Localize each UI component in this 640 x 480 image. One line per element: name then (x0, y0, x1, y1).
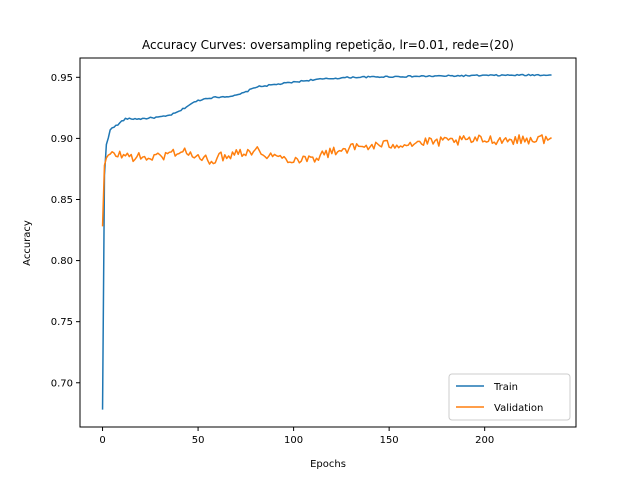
axes-frame (79, 57, 577, 428)
y-tick-label: 0.75 (51, 317, 73, 328)
legend: Train Validation (448, 373, 571, 421)
y-tick-label: 0.80 (51, 256, 73, 267)
series-line-validation (101, 134, 552, 227)
y-axis-label: Accuracy (22, 220, 33, 266)
y-tick-label: 0.70 (51, 378, 73, 389)
x-tick-label: 100 (284, 435, 303, 446)
y-tick-label: 0.95 (51, 73, 73, 84)
x-tick-label: 200 (475, 435, 494, 446)
series-line-train (101, 73, 552, 410)
x-tick-label: 0 (99, 435, 105, 446)
x-tick-label: 150 (380, 435, 399, 446)
x-axis-label: Epochs (310, 459, 346, 470)
y-tick-label: 0.90 (51, 134, 73, 145)
ticks-layer: 0 50 100 150 200 0.70 0.75 0.80 0.85 0.90 0.95 (51, 73, 494, 446)
legend-label-train: Train (493, 382, 518, 393)
chart-title: Accuracy Curves: oversampling repetição,… (142, 38, 514, 52)
x-tick-label: 50 (192, 435, 205, 446)
y-tick-label: 0.85 (51, 195, 73, 206)
series-layer (101, 73, 552, 410)
legend-label-validation: Validation (494, 403, 543, 414)
